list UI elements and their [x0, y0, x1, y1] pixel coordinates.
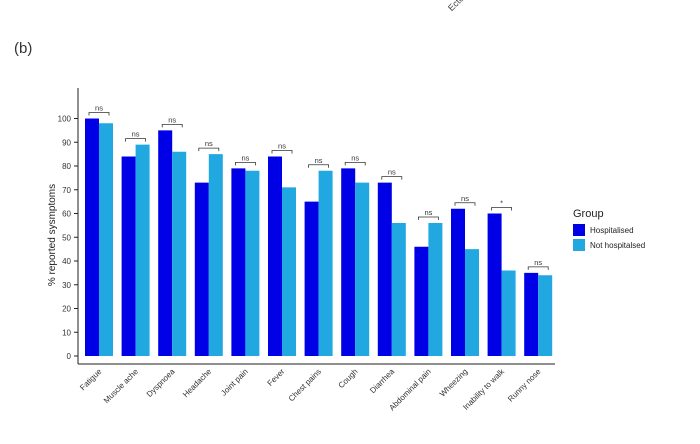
- significance-label: ns: [461, 194, 469, 203]
- significance-bracket: [381, 176, 403, 180]
- x-tick-label: Dyspnoea: [145, 367, 177, 399]
- x-tick-label: Muscle ache: [102, 367, 141, 406]
- legend-swatch-hospitalised: [573, 224, 585, 236]
- x-tick-label: Wheezing: [438, 367, 470, 399]
- y-tick-label: 30: [62, 281, 71, 290]
- bar: [524, 272, 539, 356]
- significance-label: ns: [424, 208, 432, 217]
- legend-title: Group: [573, 208, 604, 220]
- significance-label: *: [500, 199, 503, 208]
- significance-label: ns: [132, 130, 140, 139]
- bar: [85, 118, 99, 356]
- significance-label: ns: [278, 142, 286, 151]
- bar: [341, 168, 356, 356]
- significance-label: ns: [351, 153, 359, 162]
- significance-bracket: [344, 161, 366, 166]
- legend-label-hospitalised: Hospitalised: [590, 226, 634, 235]
- bar: [304, 201, 319, 356]
- bar: [377, 182, 392, 356]
- axes: [77, 88, 555, 365]
- bar: [414, 246, 429, 356]
- bar: [231, 168, 246, 356]
- significance-label: ns: [168, 115, 176, 124]
- x-tick-label: Fever: [266, 367, 287, 388]
- significance-bracket: [491, 207, 512, 211]
- bar: [208, 154, 223, 356]
- significance-label: ns: [388, 168, 396, 177]
- significance-bracket: [198, 147, 220, 152]
- x-tick-label: Diarrhea: [368, 367, 396, 395]
- bar: [355, 182, 370, 356]
- y-tick-label: 50: [62, 233, 71, 242]
- legend-label-not-hospitalised: Not hospitalsed: [590, 241, 645, 250]
- legend: Group Hospitalised Not hospitalsed: [573, 208, 645, 251]
- y-tick-label: 90: [62, 138, 71, 147]
- significance-label: ns: [95, 104, 103, 113]
- significance-label: ns: [241, 153, 249, 162]
- bar: [391, 223, 406, 356]
- bar: [245, 170, 260, 356]
- bar: [487, 213, 502, 356]
- bar: [451, 208, 465, 356]
- bar: [268, 156, 282, 356]
- x-tick-label: Chest pains: [287, 367, 323, 403]
- significance-bracket: [88, 112, 110, 116]
- significance-bracket: [271, 150, 293, 154]
- significance-label: ns: [534, 258, 542, 267]
- bar: [428, 223, 443, 356]
- significance-bracket: [235, 161, 256, 166]
- x-tick-label: Headache: [181, 367, 214, 400]
- y-tick-label: 70: [62, 186, 71, 195]
- significance-bracket: [454, 202, 476, 206]
- panel-label: (b): [14, 40, 33, 57]
- y-tick-label: 60: [62, 210, 71, 219]
- bar: [135, 144, 150, 356]
- legend-swatch-not-hospitalised: [573, 239, 585, 251]
- y-tick-label: 20: [62, 305, 71, 314]
- bar: [538, 275, 553, 356]
- x-tick-label: Joint pain: [219, 367, 250, 398]
- significance-bracket: [418, 216, 439, 220]
- bar: [501, 270, 516, 356]
- y-tick-label: 10: [62, 328, 71, 337]
- bar: [465, 249, 479, 356]
- x-tick-label: Fatigue: [78, 367, 104, 393]
- y-ticks: 0 10 20 30 40 50 60 70 80 90 100: [58, 115, 78, 361]
- bar: [172, 151, 187, 356]
- significance-bracket: [527, 266, 549, 270]
- y-tick-label: 40: [62, 257, 71, 266]
- significance-bracket: [308, 164, 329, 168]
- significance-label: ns: [315, 156, 323, 165]
- significance-brackets: ns ns ns ns ns ns ns ns ns ns ns * ns: [88, 104, 549, 270]
- y-tick-label: 100: [58, 115, 72, 124]
- significance-bracket: [125, 138, 146, 142]
- significance-label: ns: [205, 139, 213, 148]
- bar: [158, 130, 173, 356]
- bar: [99, 123, 113, 356]
- x-tick-label: Runny nose: [506, 367, 543, 404]
- x-tick-label: Cough: [337, 367, 360, 390]
- bars: [85, 118, 553, 356]
- bar: [318, 170, 333, 356]
- y-axis-label: % reported sysmptoms: [47, 184, 58, 286]
- significance-bracket: [161, 123, 183, 128]
- bar: [282, 187, 296, 356]
- y-tick-label: 0: [67, 352, 72, 361]
- y-tick-label: 80: [62, 162, 71, 171]
- bar: [194, 182, 209, 356]
- bar: [121, 156, 136, 356]
